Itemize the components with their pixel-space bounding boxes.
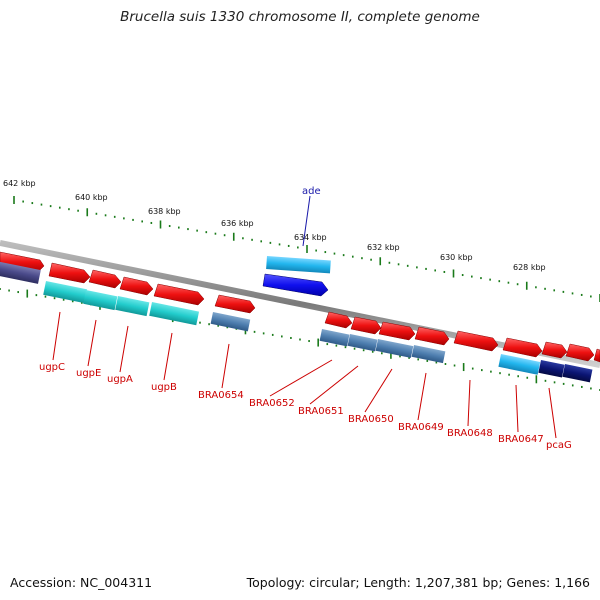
scale-tick-label: 636 kbp xyxy=(221,219,254,228)
gene-arrow[interactable] xyxy=(214,294,256,314)
scale-tick-label: 638 kbp xyxy=(148,207,181,216)
gene-arrow[interactable] xyxy=(541,341,568,359)
gene-label-line xyxy=(119,325,129,373)
gene-box[interactable] xyxy=(0,261,41,284)
gene-arrow[interactable] xyxy=(88,269,122,289)
gene-label-bra0654[interactable]: BRA0654 xyxy=(198,390,244,401)
gene-label-connectors xyxy=(52,195,557,439)
gene-label-bra0652[interactable]: BRA0652 xyxy=(249,398,295,409)
gene-label-ugpe[interactable]: ugpE xyxy=(76,368,101,379)
chromosome-backbone xyxy=(0,240,600,368)
gene-box[interactable] xyxy=(319,328,350,347)
gene-arrow[interactable] xyxy=(350,316,382,335)
ade-genes xyxy=(262,256,331,297)
gene-arrow[interactable] xyxy=(414,326,450,346)
accession-label: Accession: NC_004311 xyxy=(10,575,153,590)
gene-label-bra0651[interactable]: BRA0651 xyxy=(298,406,344,417)
gene-arrow[interactable] xyxy=(453,330,499,352)
gene-label-line xyxy=(269,359,333,397)
gene-box[interactable] xyxy=(411,345,446,364)
gene-label-ade[interactable]: ade xyxy=(302,186,321,197)
gene-arrow[interactable] xyxy=(378,321,416,341)
reverse-strand-genes xyxy=(0,261,593,383)
gene-label-ugpb[interactable]: ugpB xyxy=(151,382,177,393)
gene-arrow[interactable] xyxy=(502,337,543,358)
gene-arrow[interactable] xyxy=(0,251,45,273)
forward-strand-genes xyxy=(0,251,600,363)
gene-label-line xyxy=(309,365,359,405)
scale-tick-label: 632 kbp xyxy=(367,243,400,252)
gene-label-bra0650[interactable]: BRA0650 xyxy=(348,414,394,425)
gene-box[interactable] xyxy=(210,312,251,332)
gene-box[interactable] xyxy=(115,296,150,317)
gene-box[interactable] xyxy=(375,338,414,358)
gene-label-line xyxy=(163,332,173,381)
gene-arrow[interactable] xyxy=(48,262,91,284)
gene-label-pcag[interactable]: pcaG xyxy=(546,440,572,451)
scale-tick-label: 642 kbp xyxy=(3,179,36,188)
gene-label-line xyxy=(467,379,471,427)
gene-box[interactable] xyxy=(562,364,593,383)
gene-label-bra0648[interactable]: BRA0648 xyxy=(447,428,493,439)
gene-label-bra0647[interactable]: BRA0647 xyxy=(498,434,544,445)
gene-box[interactable] xyxy=(83,290,118,311)
gene-box-ade[interactable] xyxy=(266,256,331,274)
gene-label-line xyxy=(52,311,61,361)
gene-labels: ade ugpC ugpE ugpA ugpB BRA0654 BRA0652BRA0651… xyxy=(39,186,572,451)
gene-label-ugpc[interactable]: ugpC xyxy=(39,362,65,373)
gene-label-ugpa[interactable]: ugpA xyxy=(107,374,133,385)
scale-upper: 642 kbp 640 kbp 638 kbp 636 kbp 634 kbp 632 k… xyxy=(3,179,600,302)
scale-tick-label: 634 kbp xyxy=(294,233,327,242)
gene-box[interactable] xyxy=(347,334,378,352)
genome-summary: Topology: circular; Length: 1,207,381 bp… xyxy=(246,575,590,590)
scale-tick-label: 630 kbp xyxy=(440,253,473,262)
gene-arrow[interactable] xyxy=(324,311,353,329)
gene-arrow[interactable] xyxy=(593,348,600,363)
gene-label-line xyxy=(364,368,393,413)
gene-box[interactable] xyxy=(43,280,88,304)
gene-label-line xyxy=(515,384,519,433)
gene-arrow[interactable] xyxy=(119,276,154,296)
gene-box[interactable] xyxy=(149,302,200,326)
gene-label-line xyxy=(221,343,230,389)
gene-label-line xyxy=(548,387,557,439)
gene-label-line xyxy=(87,319,97,367)
gene-label-line xyxy=(417,372,427,421)
gene-box[interactable] xyxy=(498,354,541,375)
map-title: Brucella suis 1330 chromosome II, comple… xyxy=(120,9,480,25)
gene-arrow[interactable] xyxy=(153,283,205,306)
scale-tick-label: 640 kbp xyxy=(75,193,108,202)
gene-arrow-ade[interactable] xyxy=(262,273,329,297)
scale-tick-label: 628 kbp xyxy=(513,263,546,272)
gene-box[interactable] xyxy=(538,359,565,378)
gene-label-bra0649[interactable]: BRA0649 xyxy=(398,422,444,433)
gene-label-line xyxy=(302,195,311,247)
gene-arrow[interactable] xyxy=(565,343,595,362)
